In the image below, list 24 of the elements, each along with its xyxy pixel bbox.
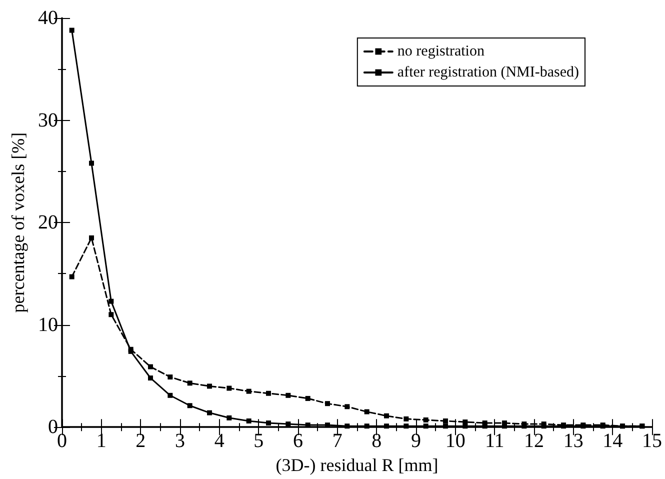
y-tick-label: 40 [38, 7, 58, 29]
x-tick-label: 8 [372, 430, 382, 452]
y-tick-label: 30 [38, 109, 58, 132]
x-tick-label: 6 [293, 430, 303, 452]
x-tick-label: 2 [136, 430, 146, 452]
y-tick-label: 20 [38, 212, 58, 234]
x-axis-title: (3D-) residual R [mm] [276, 455, 438, 475]
x-tick-label: 12 [524, 430, 544, 452]
y-tick-label: 10 [38, 314, 58, 336]
x-tick-label: 11 [485, 430, 504, 452]
x-tick-label: 5 [254, 430, 264, 452]
y-axis-title: percentage of voxels [%] [8, 132, 28, 313]
x-tick-label: 3 [175, 430, 185, 452]
legend-label: no registration [397, 44, 485, 60]
y-tick-label: 0 [48, 416, 58, 438]
x-tick-label: 13 [563, 430, 584, 452]
x-tick-label: 4 [214, 430, 224, 452]
legend-label: after registration (NMI-based) [397, 64, 580, 80]
x-tick-label: 1 [96, 430, 106, 452]
x-tick-label: 7 [332, 430, 342, 452]
x-tick-label: 15 [642, 430, 662, 452]
x-tick-label: 9 [411, 430, 421, 452]
x-tick-label: 14 [602, 430, 623, 452]
x-tick-label: 10 [445, 430, 466, 452]
